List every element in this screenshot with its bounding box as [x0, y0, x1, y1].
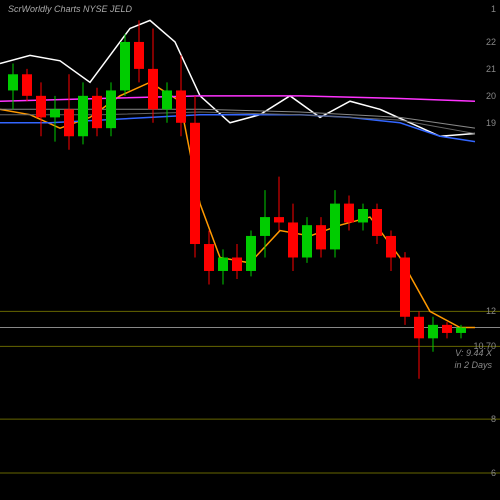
- y-axis-label: 6: [491, 468, 496, 478]
- y-axis-label: 10.70: [473, 341, 496, 351]
- y-axis-label: 22: [486, 37, 496, 47]
- days-info: in 2 Days: [454, 360, 492, 370]
- y-axis-label: 20: [486, 91, 496, 101]
- top-right-indicator: 1: [491, 4, 496, 14]
- y-axis-label: 21: [486, 64, 496, 74]
- chart-container: ScrWorldly Charts NYSE JELD 1 V: 9.44 X …: [0, 0, 500, 500]
- y-axis-label: 19: [486, 118, 496, 128]
- y-axis-label: 12: [486, 306, 496, 316]
- y-axis-label: 8: [491, 414, 496, 424]
- candlestick-chart: [0, 0, 500, 500]
- chart-title: ScrWorldly Charts NYSE JELD: [8, 4, 132, 14]
